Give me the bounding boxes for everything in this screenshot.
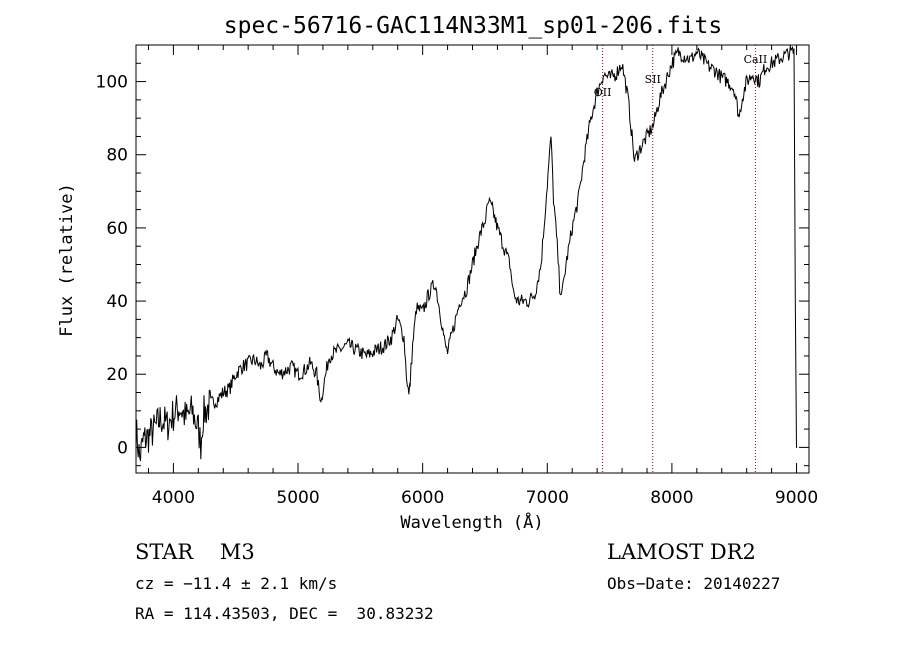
y-tick-label: 60	[106, 219, 128, 239]
observation-date: Obs−Date: 20140227	[607, 574, 781, 593]
spectral-line-label: SII	[645, 73, 661, 86]
spectrum-chart: spec-56716-GAC114N33M1_sp01-206.fits 400…	[57, 13, 818, 533]
x-tick-label: 4000	[152, 488, 195, 508]
x-tick-label: 6000	[401, 488, 444, 508]
y-tick-label: 0	[117, 438, 128, 458]
x-tick-label: 9000	[775, 488, 818, 508]
x-tick-label: 8000	[650, 488, 693, 508]
y-axis-label: Flux (relative)	[57, 183, 77, 337]
y-tick-label: 20	[106, 365, 128, 385]
object-type: STAR M3	[135, 540, 255, 564]
redshift-velocity: cz = −11.4 ± 2.1 km/s	[135, 574, 338, 593]
x-axis-label: Wavelength (Å)	[400, 511, 543, 533]
axis-ticks: 4000 5000 6000 7000 8000 9000 0 20 40 60 80 100	[96, 45, 818, 508]
chart-title: spec-56716-GAC114N33M1_sp01-206.fits	[224, 13, 723, 39]
x-tick-label: 7000	[526, 488, 569, 508]
sky-coordinates: RA = 114.43503, DEC = 30.83232	[135, 604, 434, 623]
y-tick-label: 100	[96, 73, 128, 93]
y-tick-label: 40	[106, 292, 128, 312]
y-tick-label: 80	[106, 146, 128, 166]
spectrum-series-line	[135, 45, 798, 462]
x-tick-label: 5000	[276, 488, 319, 508]
survey-name: LAMOST DR2	[607, 540, 756, 564]
spectral-line-label: CaII	[744, 53, 768, 66]
